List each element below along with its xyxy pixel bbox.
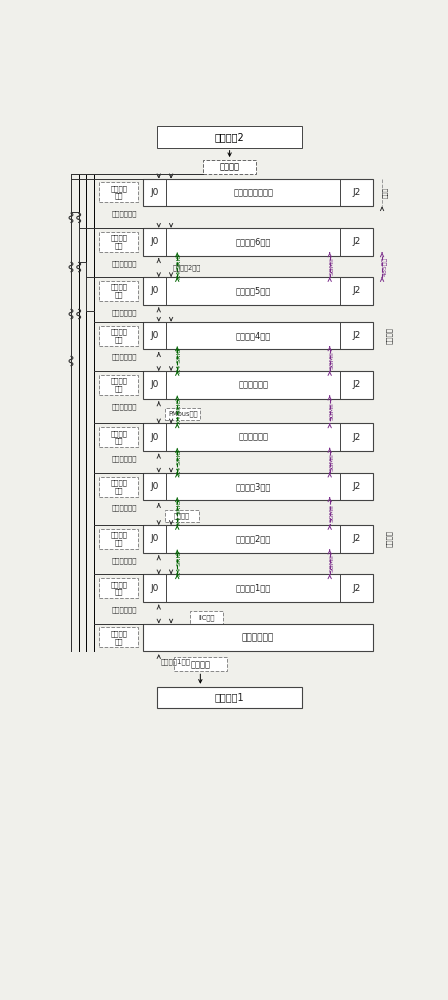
Text: J0: J0 <box>151 331 159 340</box>
Text: 地址选通
电路: 地址选通 电路 <box>110 235 127 249</box>
Bar <box>99 281 138 301</box>
Text: 外部电源1输入: 外部电源1输入 <box>160 659 190 665</box>
Bar <box>190 611 224 624</box>
Text: 地址选通
电路: 地址选通 电路 <box>110 630 127 645</box>
Text: J2: J2 <box>353 188 361 197</box>
Text: J2: J2 <box>353 331 361 340</box>
Bar <box>165 510 199 522</box>
Text: J0: J0 <box>151 534 159 543</box>
Text: X4 SRIO: X4 SRIO <box>177 551 182 576</box>
Text: X4 SRIO: X4 SRIO <box>177 254 182 279</box>
Bar <box>143 574 373 602</box>
Bar <box>143 423 373 451</box>
Bar <box>99 232 138 252</box>
Bar <box>143 277 373 305</box>
Text: J2: J2 <box>353 482 361 491</box>
Bar <box>157 687 302 708</box>
Text: 地址选通
电路: 地址选通 电路 <box>110 328 127 343</box>
Bar <box>143 525 373 553</box>
Text: 时钟电路: 时钟电路 <box>174 512 190 519</box>
Text: 模拟量: 模拟量 <box>383 187 389 198</box>
Bar <box>99 326 138 346</box>
Text: 二次电源输入: 二次电源输入 <box>112 557 138 564</box>
Text: 二次电源输入: 二次电源输入 <box>112 354 138 360</box>
Text: J2: J2 <box>353 534 361 543</box>
Text: 电源输入1: 电源输入1 <box>215 692 245 702</box>
Bar <box>143 322 373 349</box>
Text: X4 SRIO: X4 SRIO <box>177 500 182 525</box>
Text: 地址选通
电路: 地址选通 电路 <box>110 378 127 392</box>
Text: SGMII: SGMII <box>330 351 335 369</box>
Text: J2: J2 <box>353 584 361 593</box>
Text: 电源模块槽位: 电源模块槽位 <box>242 633 274 642</box>
Text: 电气接口模块槽位: 电气接口模块槽位 <box>233 188 273 197</box>
Text: 二次电源输入: 二次电源输入 <box>112 309 138 316</box>
Bar <box>99 627 138 647</box>
Text: SGMII: SGMII <box>330 402 335 420</box>
Text: J2: J2 <box>353 286 361 295</box>
Text: J0: J0 <box>151 584 159 593</box>
Text: 射频信号: 射频信号 <box>387 327 393 344</box>
Text: J2: J2 <box>353 380 361 389</box>
Text: PMbus电路: PMbus电路 <box>168 411 198 417</box>
Text: SGMII: SGMII <box>330 453 335 471</box>
Text: 电源输入2: 电源输入2 <box>215 132 245 142</box>
Text: J0: J0 <box>151 237 159 246</box>
Text: J0: J0 <box>151 380 159 389</box>
Bar <box>174 657 227 671</box>
Bar <box>99 182 138 202</box>
Text: 地址选通
电路: 地址选通 电路 <box>110 284 127 298</box>
Text: 功能模块1槽位: 功能模块1槽位 <box>236 584 271 593</box>
Text: X4 SRIO: X4 SRIO <box>177 348 182 373</box>
Bar <box>99 427 138 447</box>
Text: J2: J2 <box>353 433 361 442</box>
Text: 二次电源输入: 二次电源输入 <box>112 403 138 410</box>
Text: J0: J0 <box>151 188 159 197</box>
Text: J2: J2 <box>353 237 361 246</box>
Text: SGMII: SGMII <box>330 504 335 522</box>
Bar <box>143 179 373 206</box>
Text: 二次电源输入: 二次电源输入 <box>112 260 138 267</box>
Bar <box>99 529 138 549</box>
Text: 主控模块槽位: 主控模块槽位 <box>238 380 268 389</box>
Text: 滤波电路: 滤波电路 <box>220 162 240 171</box>
Text: 二次电源输入: 二次电源输入 <box>112 505 138 511</box>
Text: 地址选通
电路: 地址选通 电路 <box>110 185 127 199</box>
Text: 功能模块6槽位: 功能模块6槽位 <box>236 237 271 246</box>
Bar <box>99 578 138 598</box>
Text: 射频信号: 射频信号 <box>387 530 393 547</box>
Text: 地址选通
电路: 地址选通 电路 <box>110 430 127 444</box>
Text: IIC电路: IIC电路 <box>198 614 215 621</box>
Text: 功能模块4槽位: 功能模块4槽位 <box>236 331 271 340</box>
Text: 二次电源输入: 二次电源输入 <box>112 455 138 462</box>
Text: X4 SRIO: X4 SRIO <box>177 449 182 475</box>
Bar <box>203 160 256 174</box>
Text: J0: J0 <box>151 286 159 295</box>
Text: 功能模块2槽位: 功能模块2槽位 <box>236 534 271 543</box>
Text: X4 SRIO: X4 SRIO <box>177 398 182 424</box>
Text: 功能模块5槽位: 功能模块5槽位 <box>236 286 271 295</box>
Text: J0: J0 <box>151 433 159 442</box>
Text: 485总线: 485总线 <box>382 257 388 276</box>
Text: SGMII: SGMII <box>330 555 335 572</box>
Bar <box>143 624 373 651</box>
Text: 地址选通
电路: 地址选通 电路 <box>110 479 127 494</box>
Text: 外部电源2输入: 外部电源2输入 <box>172 265 201 271</box>
Bar <box>143 371 373 399</box>
Bar <box>99 375 138 395</box>
Text: J0: J0 <box>151 482 159 491</box>
Bar <box>165 408 200 420</box>
Text: 地址选通
电路: 地址选通 电路 <box>110 532 127 546</box>
Text: 功能模块3槽位: 功能模块3槽位 <box>236 482 271 491</box>
Text: 二次电源输入: 二次电源输入 <box>112 211 138 217</box>
Text: 交换模块槽位: 交换模块槽位 <box>238 433 268 442</box>
Text: 滤波电路: 滤波电路 <box>190 660 211 669</box>
Bar <box>143 473 373 500</box>
Text: 二次电源输入: 二次电源输入 <box>112 606 138 613</box>
Bar <box>157 126 302 148</box>
Bar <box>99 477 138 497</box>
Text: 地址选通
电路: 地址选通 电路 <box>110 581 127 595</box>
Bar <box>143 228 373 256</box>
Text: SGMII: SGMII <box>330 257 335 275</box>
